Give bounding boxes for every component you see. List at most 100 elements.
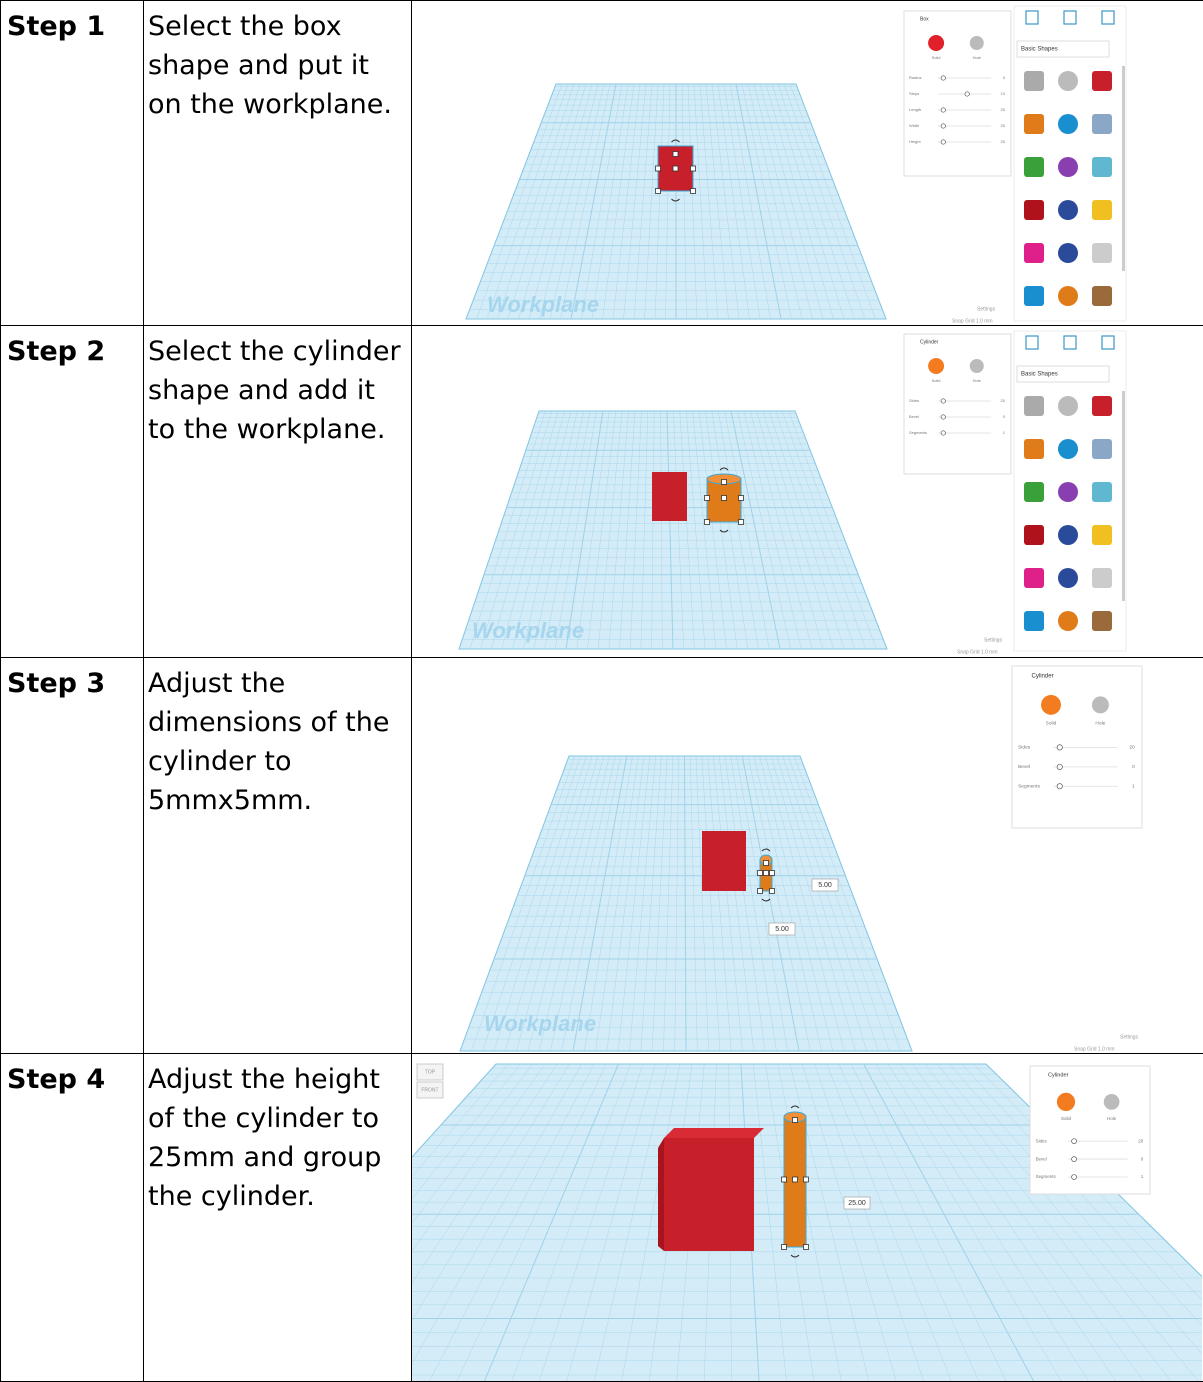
param-knob — [1072, 1139, 1077, 1144]
param-label: Segments — [1018, 784, 1040, 790]
handle — [764, 871, 769, 876]
step-text: Adjust the height of the cylinder to 25m… — [144, 1054, 411, 1216]
shape-icon — [1092, 286, 1112, 306]
param-knob — [941, 76, 945, 80]
shape-icon — [1024, 568, 1044, 588]
handle — [793, 1118, 798, 1123]
hole-label: Hole — [973, 378, 982, 383]
properties-panel — [904, 11, 1011, 176]
param-value: 20 — [1001, 139, 1006, 144]
solid-swatch — [1056, 1092, 1076, 1112]
library-name: Basic Shapes — [1021, 372, 1058, 378]
shape-icon — [1092, 611, 1112, 631]
hole-swatch — [1104, 1094, 1120, 1110]
handle — [782, 1177, 787, 1182]
param-value: 1 — [1132, 784, 1135, 790]
text-cell: Adjust the height of the cylinder to 25m… — [144, 1054, 412, 1382]
shape-icon — [1024, 286, 1044, 306]
dimension-label: 5.00 — [818, 882, 832, 889]
param-label: Length — [909, 107, 921, 112]
text-cell: Select the box shape and put it on the w… — [144, 1, 412, 326]
shape-icon — [1092, 114, 1112, 134]
handle — [722, 496, 727, 501]
handle — [758, 889, 763, 894]
box — [652, 472, 687, 521]
param-knob — [941, 399, 945, 403]
panel-title: Cylinder — [920, 339, 939, 345]
text-cell: Adjust the dimensions of the cylinder to… — [144, 658, 412, 1054]
shape-icon — [1024, 611, 1044, 631]
shape-icon — [1092, 396, 1112, 416]
handle — [758, 871, 763, 876]
shape-icon — [1092, 482, 1112, 502]
param-knob — [941, 140, 945, 144]
shape-icon — [1024, 439, 1044, 459]
param-knob — [1057, 764, 1062, 769]
solid-swatch — [927, 34, 945, 52]
hole-swatch — [970, 36, 984, 50]
shape-icon — [1058, 71, 1078, 91]
param-label: Segments — [909, 430, 927, 435]
workplane-label: Workplane — [484, 1011, 596, 1036]
param-label: Bevel — [1036, 1156, 1047, 1161]
handle — [705, 520, 710, 525]
param-value: 10 — [1001, 91, 1006, 96]
shape-icon — [1058, 114, 1078, 134]
properties-panel — [904, 334, 1011, 474]
panel-title: Cylinder — [1031, 673, 1053, 679]
param-knob — [941, 124, 945, 128]
step-text: Adjust the dimensions of the cylinder to… — [144, 658, 411, 820]
solid-swatch — [1040, 694, 1062, 716]
properties-panel — [1012, 666, 1142, 828]
panel-title: Box — [920, 16, 929, 22]
solid-label: Solid — [932, 378, 941, 383]
param-value: 20 — [1129, 745, 1135, 751]
handle — [739, 496, 744, 501]
solid-swatch — [927, 357, 945, 375]
shape-icon — [1058, 286, 1078, 306]
step-cell: Step 3 — [1, 658, 144, 1054]
step-label: Step 1 — [1, 1, 143, 42]
param-knob — [941, 415, 945, 419]
text-cell: Select the cylinder shape and add it to … — [144, 326, 412, 658]
handle — [782, 1245, 787, 1250]
shape-icon — [1058, 396, 1078, 416]
step-label: Step 2 — [1, 326, 143, 367]
shape-icon — [1024, 396, 1044, 416]
param-label: Bevel — [909, 414, 919, 419]
param-value: 20 — [1001, 123, 1006, 128]
dimension-label: 25.00 — [848, 1200, 866, 1207]
shape-icon — [1058, 482, 1078, 502]
solid-label: Solid — [1061, 1116, 1071, 1121]
hole-label: Hole — [1095, 720, 1105, 726]
shape-icon — [1024, 482, 1044, 502]
param-label: Height — [909, 139, 921, 144]
shape-icon — [1024, 243, 1044, 263]
handle — [722, 480, 727, 485]
param-value: 20 — [1001, 398, 1006, 403]
shape-icon — [1024, 71, 1044, 91]
panel-title: Cylinder — [1048, 1072, 1069, 1078]
handle — [739, 520, 744, 525]
param-knob — [941, 108, 945, 112]
box-top — [664, 1128, 764, 1138]
box-side — [658, 1138, 664, 1251]
step-cell: Step 2 — [1, 326, 144, 658]
step-label: Step 3 — [1, 658, 143, 699]
shape-icon — [1092, 71, 1112, 91]
param-value: 0 — [1132, 764, 1135, 770]
handle — [764, 861, 769, 866]
shape-icon — [1024, 157, 1044, 177]
handle — [673, 152, 678, 157]
snap-grid-label: Snap Grid 1.0 mm — [1074, 1046, 1115, 1052]
shape-icon — [1092, 525, 1112, 545]
hole-swatch — [970, 359, 984, 373]
param-value: 20 — [1001, 107, 1006, 112]
